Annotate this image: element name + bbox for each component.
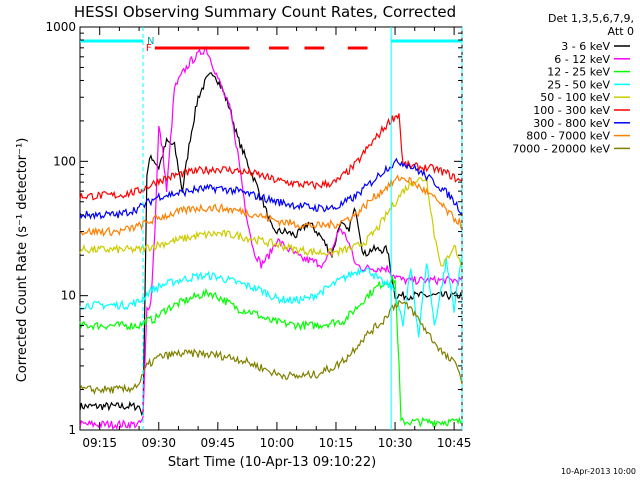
- legend-label-4: 50 - 100 keV: [540, 91, 610, 104]
- x-tick-label: 09:45: [201, 436, 236, 450]
- y-tick-label: 10: [61, 289, 76, 303]
- y-axis-ticks: 1 10 100 1000: [45, 20, 462, 437]
- legend-header-line: Det 1,3,5,6,7,9,: [548, 12, 634, 25]
- x-tick-label: 10:45: [437, 436, 472, 450]
- series-line-2: [79, 274, 463, 428]
- night-flag-label: N: [147, 36, 154, 47]
- legend-header-line: Att 0: [608, 25, 634, 38]
- x-tick-label: 09:30: [141, 436, 176, 450]
- series-line-5: [79, 113, 463, 201]
- x-tick-label: 09:15: [82, 436, 117, 450]
- x-axis-ticks: 09:15 09:30 09:45 10:00 10:15 10:30 10:45: [79, 27, 472, 450]
- flare-flag-label: F: [146, 43, 152, 54]
- y-axis-label: Corrected Count Rate (s⁻¹ detector⁻¹): [15, 138, 30, 383]
- x-tick-label: 10:00: [260, 436, 295, 450]
- x-tick-label: 10:30: [378, 436, 413, 450]
- x-axis-label: Start Time (10-Apr-13 09:10:22): [168, 455, 376, 470]
- legend-header: Det 1,3,5,6,7,9,Att 0: [548, 12, 634, 38]
- series-line-3: [79, 255, 463, 338]
- series-line-6: [79, 157, 463, 221]
- legend-label-1: 6 - 12 keV: [554, 53, 610, 66]
- legend-label-2: 12 - 25 keV: [547, 66, 610, 79]
- legend-label-6: 300 - 800 keV: [533, 117, 610, 130]
- plot-area: FN: [79, 26, 463, 431]
- series-line-4: [79, 176, 463, 269]
- series-line-0: [79, 72, 463, 417]
- legend-label-7: 800 - 7000 keV: [526, 130, 610, 143]
- footer-date: 10-Apr-2013 10:00: [561, 467, 636, 476]
- series-line-8: [79, 299, 463, 396]
- chart-title: HESSI Observing Summary Count Rates, Cor…: [74, 3, 456, 21]
- legend-label-8: 7000 - 20000 keV: [512, 142, 610, 155]
- legend-label-3: 25 - 50 keV: [547, 78, 610, 91]
- legend-label-5: 100 - 300 keV: [533, 104, 610, 117]
- y-tick-label: 100: [53, 154, 76, 168]
- series-line-1: [79, 45, 463, 431]
- plot-frame: [79, 26, 463, 431]
- legend-label-0: 3 - 6 keV: [561, 40, 610, 53]
- series-line-7: [79, 174, 463, 238]
- y-tick-label: 1: [68, 423, 76, 437]
- x-tick-label: 10:15: [319, 436, 354, 450]
- y-tick-label: 1000: [45, 20, 76, 34]
